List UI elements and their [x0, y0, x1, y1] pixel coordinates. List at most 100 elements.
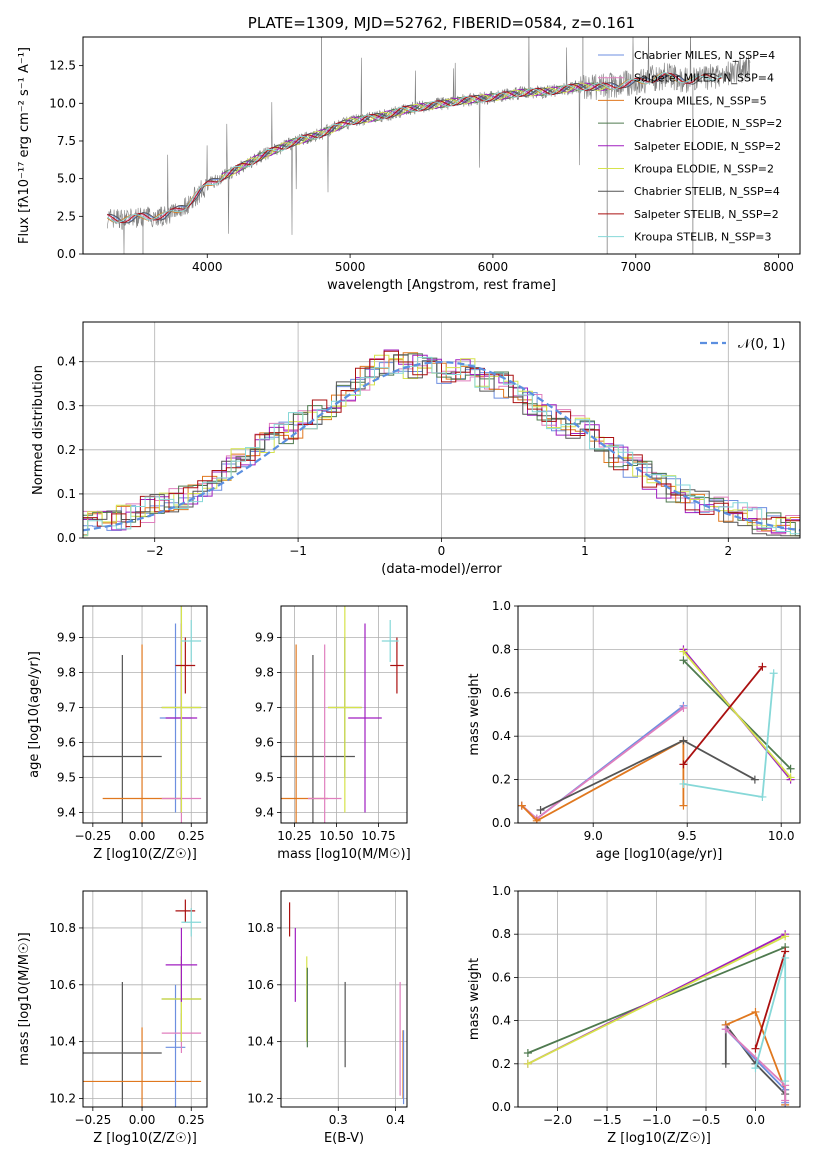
x-tick-label: 10.75: [361, 829, 395, 843]
y-tick-label: 12.5: [49, 59, 76, 73]
x-axis-label: mass [log10(M/M☉)]: [277, 847, 410, 862]
axes-frame: [280, 890, 408, 1108]
x-tick-label: 10.50: [319, 829, 353, 843]
y-tick-label: 7.5: [57, 134, 76, 148]
y-tick-label: 0.0: [492, 816, 511, 830]
point-marker-chabrier_stelib: [679, 736, 688, 745]
point-marker-salpeter_stelib: [679, 760, 688, 769]
legend-label-chabrier_miles: Chabrier MILES, N_SSP=4: [634, 49, 775, 62]
plot-area: [518, 645, 795, 823]
plot-area: [281, 606, 404, 823]
y-tick-label: 0.0: [57, 531, 76, 545]
x-axis-label: (data-model)/error: [381, 562, 502, 577]
mass-vs-ebv-panel: 0.3 0.4 10.2 10.4 10.6 10.8 E(B-V): [247, 890, 408, 1146]
x-tick-label: −1: [289, 544, 307, 558]
x-tick-label: 0.0: [746, 1113, 765, 1127]
x-tick-label: −1.0: [642, 1113, 671, 1127]
point-marker-chabrier_stelib: [750, 775, 759, 784]
series-line-chabrier_stelib: [540, 739, 756, 811]
y-tick-label: 0.6: [492, 970, 511, 984]
y-tick-label: 10.8: [247, 921, 274, 935]
y-axis-label: Flux [fλ10⁻¹⁷ erg cm⁻² s⁻¹ A⁻¹]: [17, 47, 32, 244]
series-line-salpeter_stelib: [754, 951, 787, 1049]
plot-area: [83, 899, 202, 1107]
x-tick-label: −0.25: [74, 829, 111, 843]
gaussian-curve: [83, 360, 800, 532]
x-axis-label: age [log10(age/yr)]: [596, 847, 723, 862]
y-tick-label: 10.6: [247, 978, 274, 992]
x-tick-label: 9.0: [584, 829, 603, 843]
x-axis-label: E(B-V): [324, 1131, 364, 1146]
y-tick-label: 0.4: [492, 729, 511, 743]
model-fit-salpeter_stelib: [107, 72, 722, 224]
point-marker-kroupa_elodie: [679, 647, 688, 656]
model-fit-kroupa_stelib: [107, 71, 722, 223]
legend-label-kroupa_elodie: Kroupa ELODIE, N_SSP=2: [634, 163, 774, 176]
legend-label-salpeter_miles: Salpeter MILES, N_SSP=4: [634, 72, 774, 85]
point-marker-kroupa_miles: [518, 801, 526, 810]
legend-label-chabrier_elodie: Chabrier ELODIE, N_SSP=2: [634, 117, 782, 130]
y-tick-label: 0.4: [492, 1014, 511, 1028]
y-tick-label: 0.3: [57, 399, 76, 413]
age-vs-metallicity-panel: −0.25 0.00 0.25 9.4 9.5 9.6 9.7 9.8 9.9 Z [log10(…: [27, 605, 208, 862]
point-marker-kroupa_miles: [751, 1007, 760, 1016]
y-tick-label: 9.8: [57, 666, 76, 680]
point-marker-chabrier_elodie: [523, 1049, 532, 1057]
y-tick-label: 9.7: [255, 701, 274, 715]
x-tick-label: 0.00: [129, 1113, 156, 1127]
point-marker-kroupa_elodie: [781, 932, 790, 941]
x-tick-label: 0.3: [329, 1113, 348, 1127]
y-tick-label: 0.2: [492, 1057, 511, 1071]
axes-frame: [82, 890, 208, 1108]
point-marker-kroupa_stelib: [769, 669, 778, 678]
model-fit-salpeter_elodie: [221, 82, 608, 175]
point-marker-kroupa_stelib: [781, 953, 790, 962]
y-tick-label: 10.2: [49, 1091, 76, 1105]
plot-area: [288, 902, 405, 1105]
y-tick-label: 9.6: [57, 736, 76, 750]
legend-label-chabrier_stelib: Chabrier STELIB, N_SSP=4: [634, 185, 780, 198]
y-tick-label: 0.0: [492, 1100, 511, 1114]
y-tick-label: 0.1: [57, 487, 76, 501]
point-marker-kroupa_stelib: [679, 779, 688, 788]
y-tick-label: 9.9: [255, 631, 274, 645]
point-marker-salpeter_stelib: [758, 662, 767, 671]
y-tick-label: 10.8: [49, 921, 76, 935]
axes-frame: [82, 605, 208, 824]
y-tick-label: 0.8: [492, 927, 511, 941]
y-tick-label: 1.0: [492, 599, 511, 613]
legend-label-kroupa_stelib: Kroupa STELIB, N_SSP=3: [634, 231, 772, 244]
point-marker-kroupa_stelib: [758, 792, 767, 801]
legend-label-gaussian: 𝒩(0, 1): [738, 337, 785, 352]
y-tick-label: 0.8: [492, 642, 511, 656]
y-tick-label: 9.6: [255, 736, 274, 750]
y-tick-label: 0.0: [57, 247, 76, 261]
chart-title: PLATE=1309, MJD=52762, FIBERID=0584, z=0…: [248, 14, 635, 32]
series-line-kroupa_miles: [521, 738, 685, 822]
model-fit-chabrier_elodie: [221, 82, 608, 176]
y-tick-label: 9.7: [57, 701, 76, 715]
point-marker-salpeter_miles: [781, 1096, 790, 1105]
residual-histogram-panel: −2 −1 0 1 2 0.0 0.1 0.2 0.3 0.4 (data-model)/error…: [31, 321, 801, 577]
y-tick-label: 10.2: [247, 1091, 274, 1105]
y-tick-label: 9.4: [57, 806, 76, 820]
y-axis-label: mass weight: [467, 958, 482, 1040]
point-marker-kroupa_stelib: [751, 1064, 760, 1073]
y-tick-label: 9.5: [255, 771, 274, 785]
y-axis-label: age [log10(age/yr)]: [27, 651, 42, 778]
x-tick-label: 10.0: [768, 829, 795, 843]
y-tick-label: 0.2: [492, 773, 511, 787]
x-tick-label: 6000: [478, 260, 509, 274]
model-fit-kroupa_elodie: [221, 82, 608, 177]
y-tick-label: 9.5: [57, 771, 76, 785]
x-tick-label: 0.4: [386, 1113, 405, 1127]
histogram-kroupa_stelib: [83, 356, 800, 536]
x-tick-label: −1.5: [592, 1113, 621, 1127]
axes-frame: [82, 36, 801, 255]
x-tick-label: 1: [581, 544, 589, 558]
plot-area: [83, 606, 202, 823]
histogram-salpeter_stelib: [83, 350, 800, 528]
x-tick-label: −0.25: [74, 1113, 111, 1127]
x-axis-label: Z [log10(Z/Z☉)]: [93, 847, 197, 862]
